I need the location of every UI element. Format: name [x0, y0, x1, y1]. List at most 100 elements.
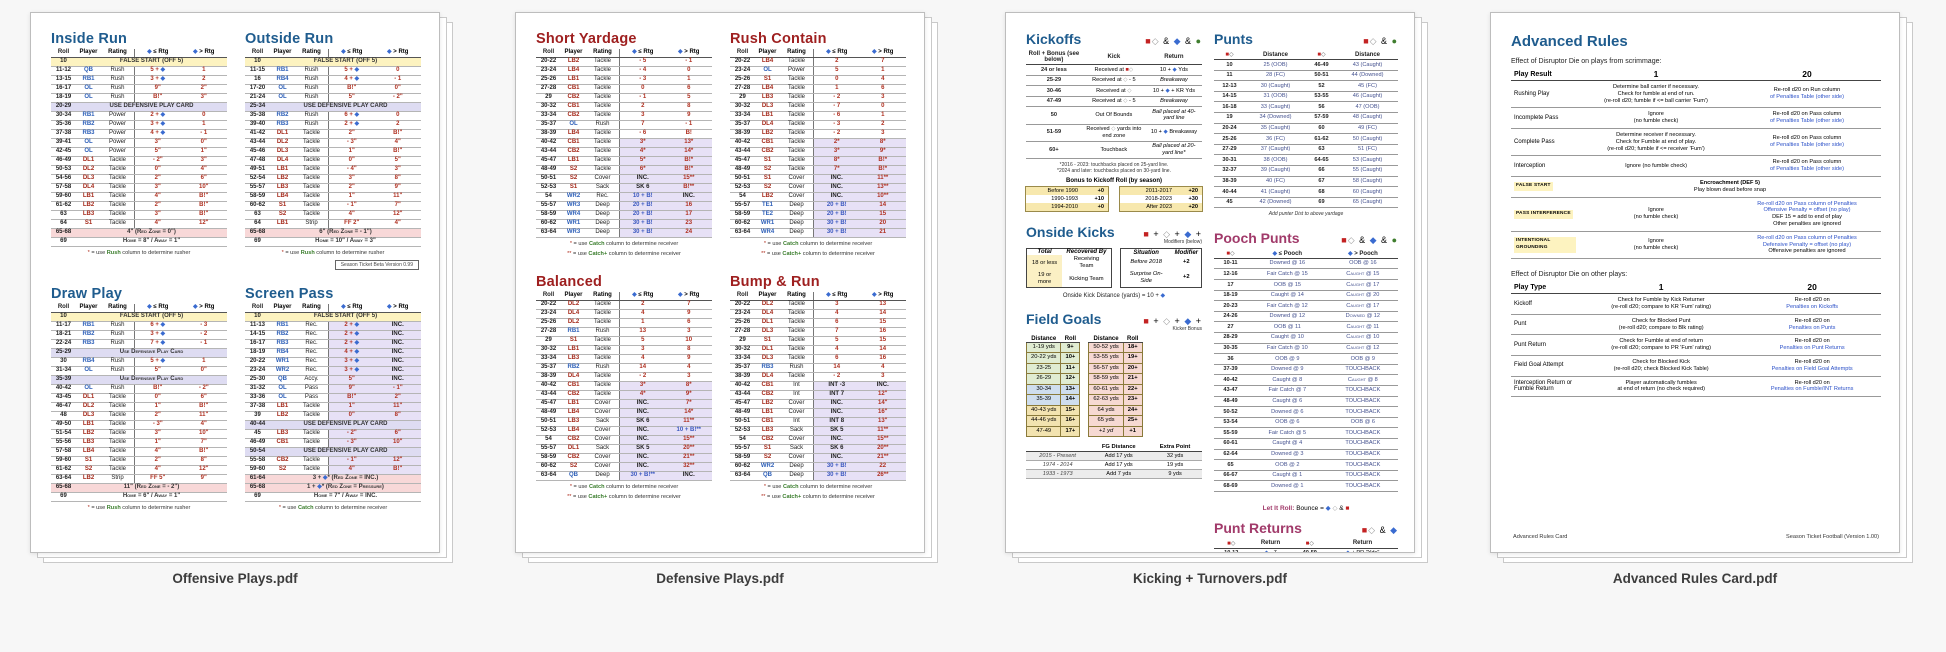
- player-cell: LB4: [567, 409, 580, 416]
- gt-rtg-cell: 1: [687, 76, 691, 83]
- player-cell: LB1: [567, 157, 580, 164]
- punt-row: 20-24 35 (Caught) 60 49 (FC): [1214, 123, 1398, 135]
- gt-rtg-cell: 32**: [665, 463, 712, 471]
- gt-rtg-cell: 16": [859, 409, 906, 417]
- punt-row: 11 28 (FC) 50-51 44 (Downed): [1214, 70, 1398, 82]
- roll-cell: 31-32: [249, 385, 266, 392]
- roll-cell: 49-51: [249, 166, 266, 173]
- gt-rtg-cell: - 1: [685, 121, 693, 128]
- gt-rtg-cell: 12": [374, 457, 421, 465]
- player-cell: QB: [278, 376, 287, 383]
- table-row: 35-37 RB3 Rush 14 4: [730, 364, 906, 373]
- roll-cell: 63: [254, 211, 261, 218]
- rating-cell: Tackle: [302, 148, 320, 155]
- table-row: 55-57 LB3 Tackle 2" 9": [245, 184, 421, 193]
- gt-rtg-cell: 17: [665, 211, 712, 219]
- rating-cell: Tackle: [593, 166, 611, 173]
- rating-cell: Tackle: [302, 430, 320, 437]
- gt-rtg-cell: 12": [198, 220, 209, 227]
- blue-die-icon: ◆: [317, 484, 322, 491]
- other-plays-section-label: Effect of Disruptor Die on other plays:: [1511, 271, 1628, 279]
- gt-rtg-cell: 0: [396, 67, 400, 74]
- rating-cell: Rush: [595, 121, 610, 128]
- roll-cell: 25-26: [540, 319, 557, 326]
- bonus-row: 1994-2010 +0: [1026, 202, 1108, 211]
- field-goals-section: Field Goals ■ + ◇ + ◆ + Kicker Bonus Distan…: [1025, 311, 1202, 480]
- table-row: 63 S2 Tackle 4" 12": [245, 211, 421, 220]
- blue-die-icon: ◆: [160, 121, 166, 128]
- table-row: 60-62 S2 Cover INC. 32**: [536, 463, 712, 472]
- table-row: 33-34 DL3 Tackle 6 16: [730, 355, 906, 364]
- rating-cell: Cover: [788, 193, 805, 200]
- bonus-value: +0: [1097, 203, 1104, 210]
- rating-cell: Deep: [789, 463, 804, 470]
- file-name-label[interactable]: Advanced Rules Card.pdf: [1612, 571, 1778, 586]
- gt-rtg-cell: 20**: [665, 445, 712, 453]
- le-rtg-cell: INC.: [813, 400, 860, 408]
- col-le-rtg-header: ◆ ≤ Rtg: [619, 292, 666, 300]
- roll-cell: 52-53: [540, 427, 557, 434]
- roll-cell: 60-62: [734, 220, 751, 227]
- gt-rtg-cell: 5": [394, 157, 401, 164]
- blue-die-icon: ◆: [193, 304, 198, 311]
- blue-die-icon: ◆: [160, 130, 166, 137]
- rating-cell: Rush: [304, 76, 319, 83]
- table-title: Bump & Run: [730, 274, 820, 290]
- roll-cell: 23-24: [734, 67, 751, 74]
- gt-rtg-cell: B!": [199, 211, 209, 218]
- roll-cell: 65-68: [55, 484, 72, 491]
- roll-cell: 27-28: [540, 328, 557, 335]
- roll-cell: 50-53: [55, 166, 72, 173]
- gt-rtg-cell: 0: [396, 112, 400, 119]
- roll-cell: 29: [739, 337, 746, 344]
- table-row: 27-28 RB1 Rush 13 3: [536, 328, 712, 337]
- table-row: 11-15 RB1 Rush 5 + ◆ 0: [245, 67, 421, 76]
- le-rtg-cell: 30 + B!: [813, 229, 860, 237]
- rating-cell: Tackle: [787, 301, 805, 308]
- pdf-page-preview[interactable]: Kickoffs ■◇ & ◆ & ● Roll + Bonus (see belo…: [1005, 12, 1415, 553]
- roll-cell: 10: [60, 58, 67, 65]
- rating-cell: Rec.: [305, 331, 318, 338]
- table-row: 61-64 3 + ◆* (Red Zone = INC.): [245, 475, 421, 484]
- pdf-page-preview[interactable]: Advanced Rules Effect of Disruptor Die on…: [1490, 12, 1900, 553]
- player-cell: LB3: [761, 94, 774, 101]
- table-title: Balanced: [536, 274, 603, 290]
- table-row: 30-32 LB1 Tackle 3 8: [536, 346, 712, 355]
- pdf-page-preview[interactable]: Inside Run Roll Player Rating ◆ ≤ Rtg ◆ > Rtg…: [30, 12, 440, 553]
- table-row: 33-34 CB2 Tackle 3 9: [536, 112, 712, 121]
- table-row: 43-44 CB2 Tackle 4* 9*: [536, 391, 712, 400]
- player-cell: LB3: [761, 427, 774, 434]
- gt-rtg-cell: B!*: [859, 166, 906, 174]
- page-stack: Short Yardage Roll Player Rating ◆ ≤ Rtg ◆ > …: [515, 12, 938, 563]
- rating-cell: Tackle: [787, 103, 805, 110]
- player-cell: LB4: [567, 67, 580, 74]
- rating-cell: Sack: [595, 418, 610, 425]
- le-rtg-cell: 4 + ◆: [328, 349, 375, 357]
- le-rtg-cell: 4": [134, 193, 181, 201]
- table-row: 29 LB3 Tackle - 2 3: [730, 94, 906, 103]
- kickoff-notes: *2016 - 2023: touchbacks placed on 25-ya…: [1057, 161, 1171, 175]
- table-row: 50-51 S1 Cover INC. 11**: [730, 175, 906, 184]
- roll-cell: 57-58: [55, 184, 72, 191]
- blue-die-icon: ◆: [826, 292, 831, 299]
- pdf-page-preview[interactable]: Short Yardage Roll Player Rating ◆ ≤ Rtg ◆ > …: [515, 12, 925, 553]
- le-rtg-cell: SK 5: [813, 427, 860, 435]
- section-title: Kickoffs: [1026, 31, 1082, 47]
- gt-rtg-cell: 4: [881, 364, 885, 371]
- rating-cell: Tackle: [593, 382, 611, 389]
- roll-cell: 45-47: [734, 157, 751, 164]
- table-row: 45-46 DL3 Tackle 1" B!": [245, 148, 421, 157]
- gt-rtg-cell: 1": [200, 148, 207, 155]
- file-name-label[interactable]: Kicking + Turnovers.pdf: [1133, 571, 1287, 586]
- roll-cell: 46-47: [55, 403, 72, 410]
- file-name-label[interactable]: Offensive Plays.pdf: [172, 571, 298, 586]
- table-row: 63 LB3 Tackle 3" B!": [51, 211, 227, 220]
- span-cell: Home = 6" / Away = 1": [122, 493, 181, 500]
- table-row: 10 FALSE START (OFF 5): [245, 313, 421, 322]
- player-cell: DL3: [82, 412, 95, 419]
- le-rtg-cell: 1: [813, 85, 860, 93]
- file-name-label[interactable]: Defensive Plays.pdf: [656, 571, 784, 586]
- blue-die-icon: ◆: [1160, 293, 1166, 300]
- blue-die-icon: ◆: [1172, 66, 1177, 73]
- table-row: 18-19 RB4 Rec. 4 + ◆ INC.: [245, 349, 421, 358]
